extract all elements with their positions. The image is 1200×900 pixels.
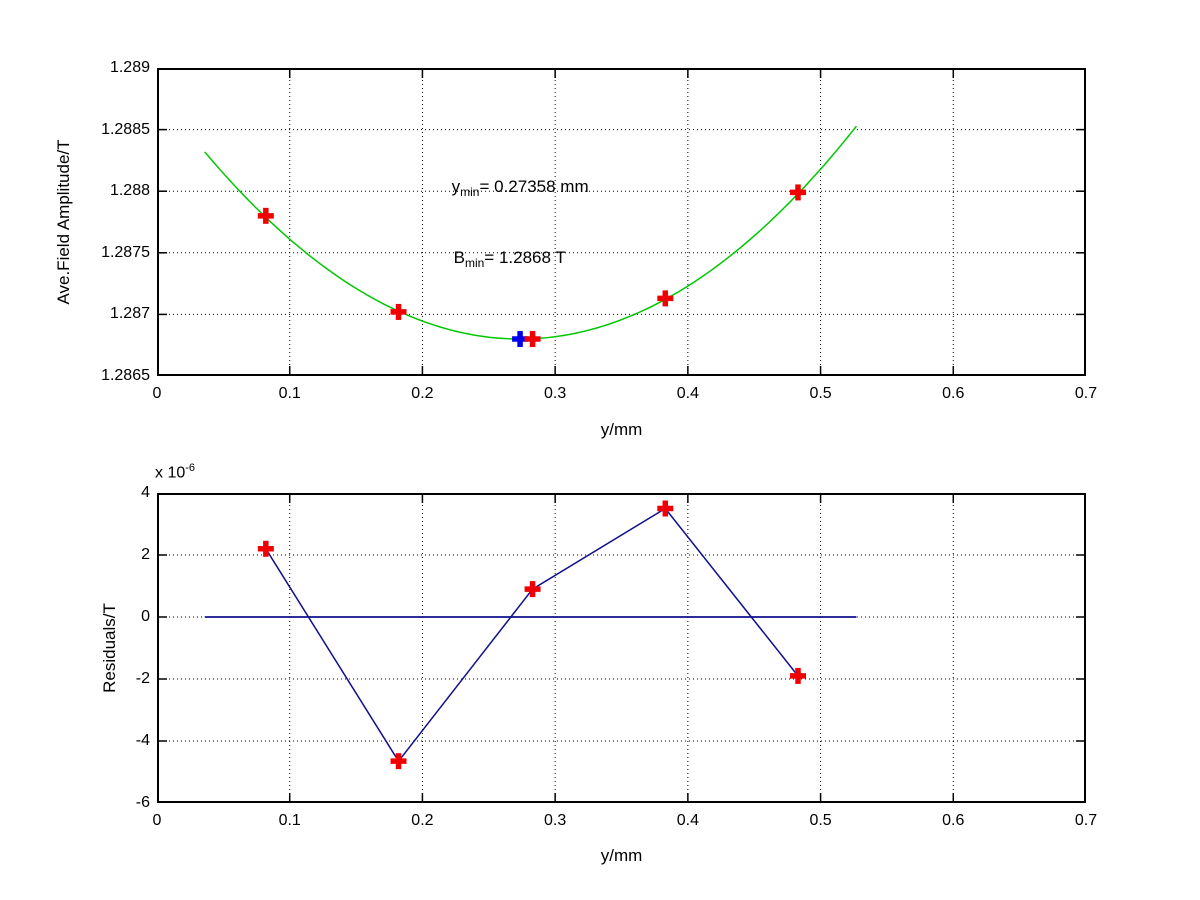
y-tick-label: 2	[141, 546, 150, 563]
x-tick-label: 0.4	[676, 385, 699, 402]
x-tick-label: 0.7	[1074, 385, 1098, 402]
scale-multiplier-exponent: -6	[185, 462, 196, 474]
y-tick-label: 1.2875	[101, 243, 150, 261]
y-tick-label: -6	[135, 794, 150, 811]
x-tick-label: 0.3	[544, 385, 567, 402]
scale-multiplier-base: x 10	[155, 464, 186, 482]
bmin-annotation-subscript: min	[464, 256, 485, 271]
y-tick-label: -4	[135, 732, 150, 749]
y-tick-label: 4	[141, 484, 150, 501]
x-tick-label: 0	[152, 385, 162, 402]
y-axis-scale-multiplier: x 10-6	[155, 462, 195, 482]
y-tick-label: 1.289	[109, 59, 150, 76]
bottom-axes	[157, 493, 1086, 803]
ymin-annotation: ymin= 0.27358 mm	[452, 176, 589, 198]
top-x-axis-label: y/mm	[600, 420, 643, 439]
ymin-annotation-subscript: min	[460, 184, 480, 199]
x-tick-label: 0.2	[411, 385, 434, 402]
bmin-annotation-value: = 1.2868 T	[484, 247, 566, 267]
y-tick-label: 1.2865	[101, 367, 150, 384]
x-tick-label: 0.6	[942, 812, 965, 829]
x-tick-label: 0	[152, 812, 162, 829]
y-tick-label: 1.2885	[101, 120, 150, 138]
x-tick-label: 0.7	[1074, 812, 1098, 829]
x-tick-label: 0.1	[278, 812, 301, 829]
y-tick-label: 0	[141, 608, 150, 625]
bmin-annotation-symbol: B	[453, 247, 465, 267]
bottom-x-axis-label: y/mm	[600, 846, 643, 865]
x-tick-label: 0.5	[809, 385, 832, 402]
bmin-annotation: Bmin= 1.2868 T	[454, 248, 566, 270]
y-tick-label: 1.288	[109, 182, 150, 200]
x-tick-label: 0.5	[809, 812, 832, 829]
y-tick-label: 1.287	[109, 305, 150, 323]
top-axes: ymin= 0.27358 mm Bmin= 1.2868 T	[157, 68, 1086, 376]
top-y-axis-label: Ave.Field Amplitude/T	[54, 139, 73, 305]
y-tick-label: -2	[135, 670, 150, 687]
x-tick-label: 0.1	[278, 385, 301, 402]
x-tick-label: 0.2	[411, 812, 434, 829]
x-tick-label: 0.4	[676, 812, 699, 829]
ymin-annotation-value: = 0.27358 mm	[479, 176, 589, 196]
x-tick-label: 0.6	[942, 385, 965, 402]
x-tick-label: 0.3	[544, 812, 567, 829]
bottom-plot-area	[157, 493, 1086, 803]
top-plot-area	[157, 68, 1086, 376]
ymin-annotation-symbol: y	[451, 176, 461, 196]
